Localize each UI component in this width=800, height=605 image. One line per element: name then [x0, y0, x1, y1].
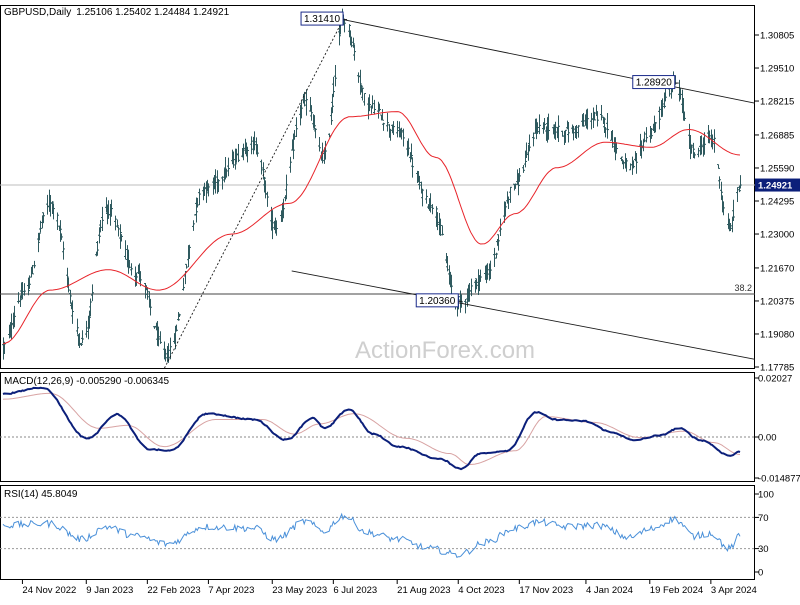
time-tick-label: 21 Aug 2023 [397, 585, 450, 596]
rsi-tick-label: 70 [758, 513, 769, 524]
price-tick-label: 1.17785 [760, 363, 794, 374]
time-tick-label: 9 Jan 2023 [86, 585, 133, 596]
rsi-line [2, 512, 741, 558]
price-tick-label: 1.19080 [760, 329, 794, 340]
macd-tick-label: -0.014877 [758, 474, 800, 485]
fib-38-2-label: 38.2 [734, 283, 752, 293]
price-annotations: 1.31410 1.28920 1.20360 [300, 11, 679, 308]
time-tick-label: 23 May 2023 [272, 585, 327, 596]
rsi-panel-frame [0, 485, 755, 580]
price-axis: 1.30805 1.29510 1.28215 1.26885 1.25590 1.242… [755, 31, 800, 374]
time-tick-label: 4 Jan 2024 [586, 585, 633, 596]
time-tick-label: 22 Feb 2023 [147, 585, 200, 596]
rsi-tick-label: 100 [758, 490, 774, 501]
macd-tick-label: 0.02027 [758, 374, 792, 385]
moving-average-layer [2, 111, 741, 345]
annotation-box [632, 75, 676, 90]
price-tick-label: 1.29510 [760, 64, 794, 75]
rsi-layer [0, 512, 755, 558]
time-tick-label: 24 Nov 2022 [22, 585, 76, 596]
annotation-box [415, 293, 459, 308]
price-tick-label: 1.30805 [760, 31, 794, 42]
channel-upper-line [342, 19, 755, 104]
time-tick-label: 7 Apr 2023 [208, 585, 254, 596]
rsi-tick-label: 30 [758, 544, 769, 555]
time-axis: 24 Nov 2022 9 Jan 2023 22 Feb 2023 7 Apr 20… [21, 580, 757, 596]
price-bars [2, 8, 742, 363]
time-tick-label: 17 Nov 2023 [519, 585, 573, 596]
price-panel-frame [0, 5, 755, 369]
rsi-panel-title: RSI(14) 45.8049 [4, 489, 78, 500]
price-tick-label: 1.26885 [760, 130, 794, 141]
macd-line [2, 386, 741, 471]
time-tick-label: 4 Oct 2023 [458, 585, 504, 596]
channel-lower-line [291, 270, 755, 360]
price-tick-label: 1.20375 [760, 296, 794, 307]
macd-axis: 0.02027 0.00 -0.014877 [755, 374, 800, 485]
rsi-axis: 100 70 30 0 [755, 490, 774, 579]
time-tick-label: 6 Jul 2023 [333, 585, 377, 596]
macd-tick-label: 0.00 [758, 433, 777, 444]
trendline-layer [163, 19, 755, 369]
annotation-label: 1.28920 [636, 78, 673, 89]
price-static-lines: 38.2 [0, 184, 755, 295]
current-price-tag [755, 178, 800, 192]
price-tick-label: 1.24295 [760, 197, 794, 208]
time-tick-label: 19 Feb 2024 [650, 585, 703, 596]
time-tick-label: 3 Apr 2024 [711, 585, 757, 596]
price-tick-label: 1.25590 [760, 163, 794, 174]
price-tick-label: 1.28215 [760, 97, 794, 108]
annotation-label: 1.20360 [419, 296, 456, 307]
macd-signal-line [2, 392, 741, 466]
moving-average-line [2, 111, 741, 345]
price-tick-label: 1.23000 [760, 230, 794, 241]
annotation-label: 1.31410 [304, 14, 341, 25]
rsi-tick-label: 0 [758, 568, 763, 579]
macd-panel-title: MACD(12,26,9) -0.005290 -0.006345 [4, 376, 170, 387]
current-price-label: 1.24921 [758, 181, 793, 192]
watermark-text: ActionForex.com [355, 337, 535, 364]
macd-layer [0, 386, 755, 471]
annotation-box [300, 11, 344, 26]
macd-panel-frame [0, 372, 755, 482]
dotted-trend-line [163, 19, 344, 369]
price-panel-title: GBPUSD,Daily 1.25106 1.25402 1.24484 1.24… [4, 7, 230, 18]
price-tick-label: 1.21670 [760, 263, 794, 274]
